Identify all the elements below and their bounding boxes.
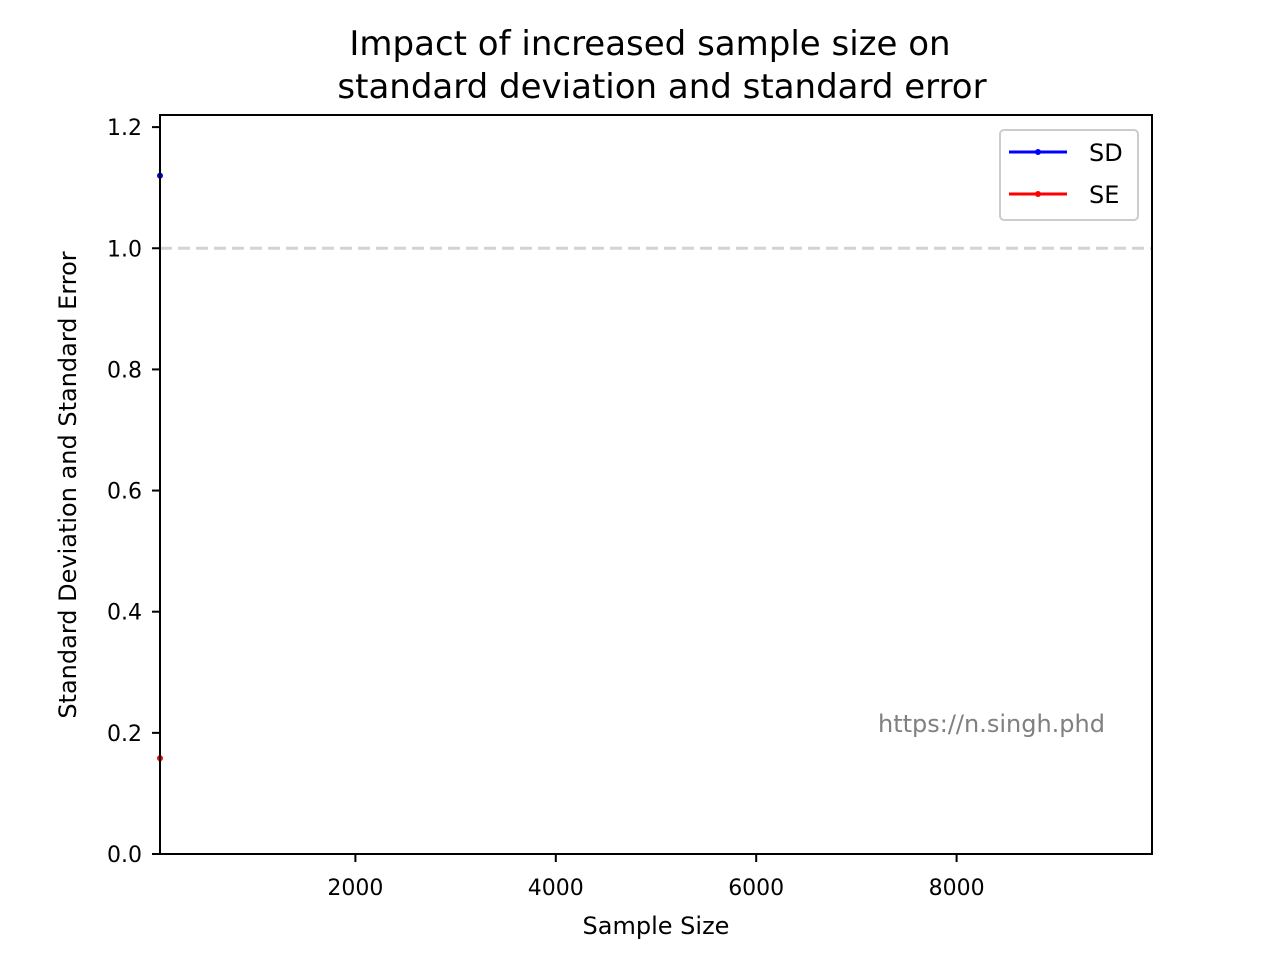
- legend-sd-label: SD: [1089, 139, 1123, 167]
- plot-frame: [159, 114, 1153, 855]
- y-tick-label: 0.2: [107, 722, 142, 747]
- y-tick-label: 0.8: [107, 358, 142, 383]
- legend-se-label: SE: [1089, 181, 1119, 209]
- chart-title-line2: standard deviation and standard error: [337, 67, 986, 107]
- y-axis-label: Standard Deviation and Standard Error: [54, 251, 82, 718]
- watermark-text: https://n.singh.phd: [878, 710, 1105, 738]
- y-tick-label: 0.4: [107, 601, 142, 626]
- y-tick-label: 1.0: [107, 237, 142, 262]
- x-tick-label: 2000: [327, 876, 383, 901]
- y-tick-label: 0.0: [107, 843, 142, 868]
- legend-se-marker: [1035, 191, 1041, 197]
- legend: SD SE: [999, 129, 1139, 221]
- x-axis-label: Sample Size: [583, 912, 730, 940]
- x-tick-label: 4000: [528, 876, 584, 901]
- chart-title-line1: Impact of increased sample size on: [349, 24, 950, 64]
- y-tick-label: 1.2: [107, 116, 142, 141]
- x-tick-label: 8000: [929, 876, 985, 901]
- x-axis-ticks: 2000 4000 6000 8000: [327, 854, 985, 901]
- x-tick-label: 6000: [728, 876, 784, 901]
- y-tick-label: 0.6: [107, 480, 142, 505]
- y-axis-ticks: 0.0 0.2 0.4 0.6 0.8 1.0 1.2: [107, 116, 160, 868]
- legend-sd-marker: [1035, 149, 1041, 155]
